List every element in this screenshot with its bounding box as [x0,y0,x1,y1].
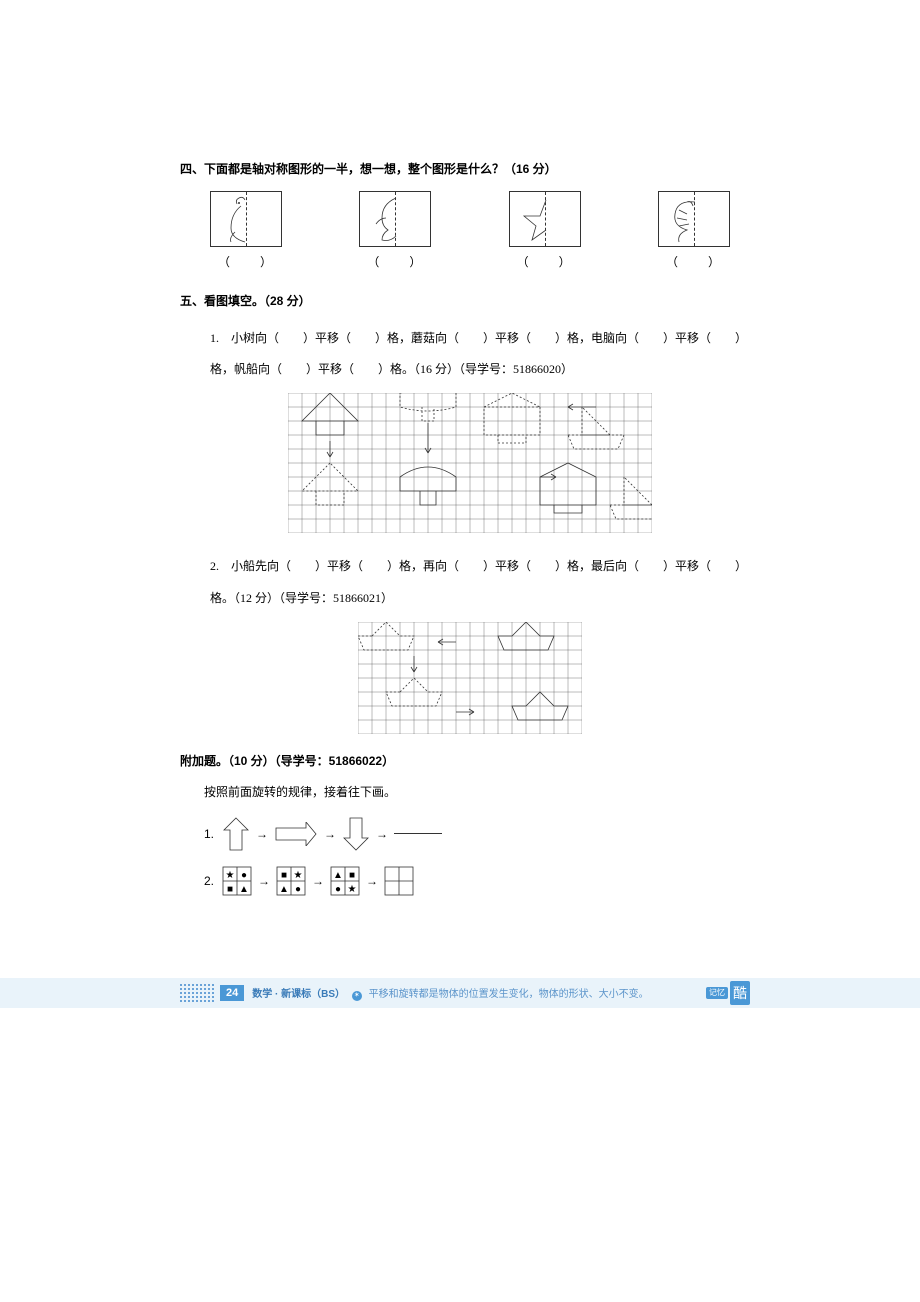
pattern2-blank[interactable] [384,866,414,896]
footer-text: 数学 · 新课标（BS） ✶ 平移和旋转都是物体的位置发生变化，物体的形状、大小… [252,985,648,1001]
q2-line2: 格。（12 分）（导学号：51866021） [210,583,760,614]
q2-text: 2. 小船先向（ ）平移（ ）格，再向（ ）平移（ ）格，最后向（ ）平移（ ）… [204,551,760,613]
sym-box-2: （ ） [359,191,431,270]
q1-line1: 1. 小树向（ ）平移（ ）格，蘑菇向（ ）平移（ ）格，电脑向（ ）平移（ ） [210,323,760,354]
sym-answer-3[interactable]: （ ） [517,253,573,270]
sym-answer-4[interactable]: （ ） [666,253,722,270]
q1-line2: 格，帆船向（ ）平移（ ）格。（16 分）（导学号：51866020） [210,354,760,385]
footer-badge: 记忆 酷 [706,981,750,1005]
bonus-heading: 附加题。（10 分）（导学号：51866022） [180,752,760,769]
svg-text:■: ■ [227,884,233,895]
svg-text:■: ■ [281,870,287,881]
sym-box-4: （ ） [658,191,730,270]
grid-figure-2 [358,622,582,734]
svg-text:★: ★ [226,870,235,881]
sym-answer-1[interactable]: （ ） [218,253,274,270]
svg-text:●: ● [241,870,247,881]
pattern-row-2: 2. ★ ● ■ ▲ → ■ ★ ▲ ● → ▲ ■ ● ★ → [204,866,760,896]
footer-dots [180,984,214,1002]
svg-text:★: ★ [348,884,357,895]
section5-heading: 五、看图填空。（28 分） [180,292,760,309]
symmetry-row: （ ） （ ） （ ） [210,191,730,270]
page-number: 24 [220,985,244,1001]
pattern1-blank[interactable] [394,833,442,834]
svg-text:★: ★ [294,870,303,881]
pattern-row-1: 1. → → → [204,816,760,852]
svg-text:▲: ▲ [279,884,289,895]
sym-box-3: （ ） [509,191,581,270]
q1-text: 1. 小树向（ ）平移（ ）格，蘑菇向（ ）平移（ ）格，电脑向（ ）平移（ ）… [204,323,760,385]
sym-answer-2[interactable]: （ ） [367,253,423,270]
bonus-instruction: 按照前面旋转的规律，接着往下画。 [204,783,760,800]
page-footer: 24 数学 · 新课标（BS） ✶ 平移和旋转都是物体的位置发生变化，物体的形状… [0,978,920,1008]
svg-text:●: ● [295,884,301,895]
svg-text:■: ■ [349,870,355,881]
svg-text:▲: ▲ [239,884,249,895]
q2-line1: 2. 小船先向（ ）平移（ ）格，再向（ ）平移（ ）格，最后向（ ）平移（ ） [210,551,760,582]
svg-text:▲: ▲ [333,870,343,881]
grid-figure-1 [288,393,652,533]
sym-box-1: （ ） [210,191,282,270]
svg-text:●: ● [335,884,341,895]
section4-heading: 四、下面都是轴对称图形的一半，想一想，整个图形是什么？（16 分） [180,160,760,177]
